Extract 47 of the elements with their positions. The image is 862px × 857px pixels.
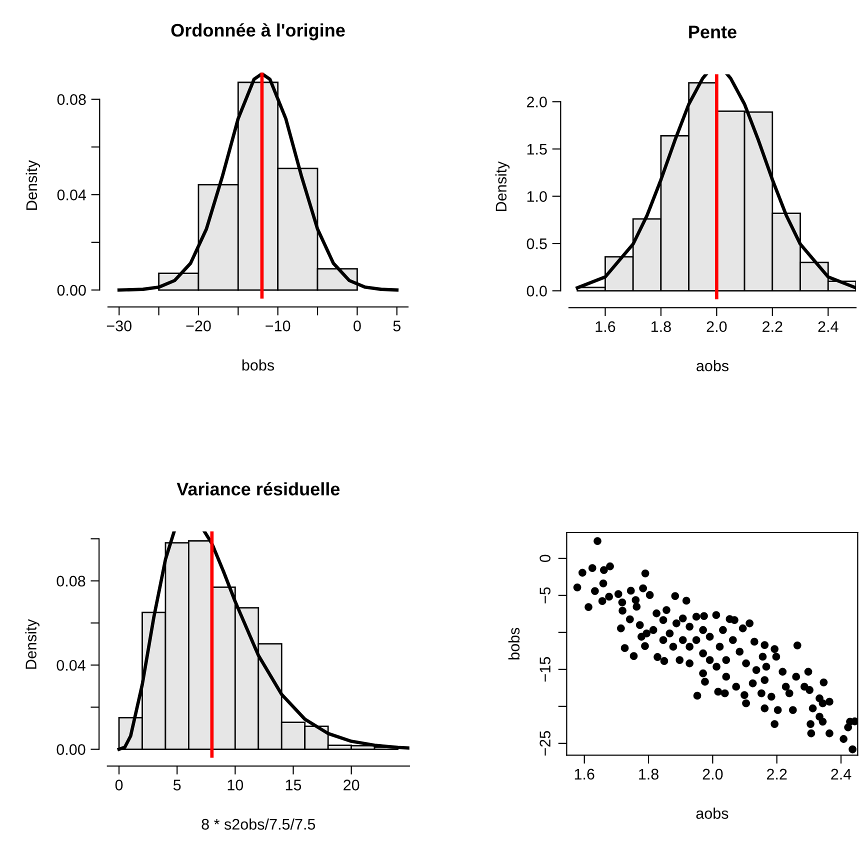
x-tick-label: 2.0 bbox=[702, 768, 723, 780]
chart-title: Variance résiduelle bbox=[176, 482, 340, 496]
y-tick-label: 0.0 bbox=[526, 286, 547, 296]
y-tick-label: 0.04 bbox=[57, 190, 86, 200]
x-axis-title: aobs bbox=[696, 808, 728, 819]
x-tick-label: 2.0 bbox=[706, 321, 727, 332]
y-tick-label: −15 bbox=[540, 657, 550, 682]
x-tick-label: 15 bbox=[286, 780, 302, 790]
y-tick-label: 0.08 bbox=[56, 576, 86, 587]
x-tick-label: 10 bbox=[228, 780, 244, 790]
y-tick-label: −25 bbox=[540, 731, 550, 756]
x-tick-label: 1.8 bbox=[652, 321, 671, 332]
y-tick-label: 0.00 bbox=[56, 744, 86, 755]
x-tick-label: 20 bbox=[344, 780, 360, 790]
x-tick-label: 1.8 bbox=[639, 768, 658, 780]
y-axis-title: bobs bbox=[508, 628, 520, 660]
x-tick-label: −20 bbox=[186, 320, 211, 332]
x-axis-title: aobs bbox=[696, 360, 729, 372]
y-tick-label: 0.04 bbox=[56, 660, 86, 671]
line-series bbox=[117, 72, 399, 292]
x-tick-label: 2.4 bbox=[818, 321, 838, 332]
y-axis-title: Density bbox=[25, 619, 40, 669]
x-tick-label: −30 bbox=[106, 320, 132, 332]
y-tick-label: 1.0 bbox=[527, 191, 547, 202]
x-tick-label: 1.6 bbox=[574, 768, 594, 780]
x-tick-label: 0 bbox=[115, 780, 123, 790]
chart-title: Ordonnée à l'origine bbox=[171, 23, 345, 40]
y-tick-label: −5 bbox=[540, 587, 550, 604]
y-axis-title: Density bbox=[26, 160, 40, 210]
x-tick-label: 1.6 bbox=[596, 321, 616, 332]
x-tick-label: 5 bbox=[393, 320, 400, 332]
y-tick-label: 0.08 bbox=[57, 94, 86, 105]
x-tick-label: 2.4 bbox=[831, 768, 852, 780]
x-axis-title: bobs bbox=[242, 359, 274, 371]
x-tick-label: 0 bbox=[354, 320, 361, 332]
y-tick-label: 0.00 bbox=[57, 284, 86, 296]
x-axis-title: 8 * s2obs/7.5/7.5 bbox=[202, 818, 316, 830]
x-tick-label: 5 bbox=[173, 780, 181, 790]
y-tick-label: 2.0 bbox=[527, 96, 547, 108]
y-tick-label: 0.5 bbox=[526, 238, 547, 250]
y-tick-label: 0 bbox=[540, 554, 550, 562]
x-tick-label: −10 bbox=[266, 320, 290, 332]
y-axis-title: Density bbox=[495, 161, 510, 212]
x-tick-label: 2.2 bbox=[762, 321, 782, 332]
y-tick-label: 1.5 bbox=[527, 144, 547, 155]
chart-title: Pente bbox=[689, 26, 736, 38]
x-tick-label: 2.2 bbox=[767, 768, 787, 780]
